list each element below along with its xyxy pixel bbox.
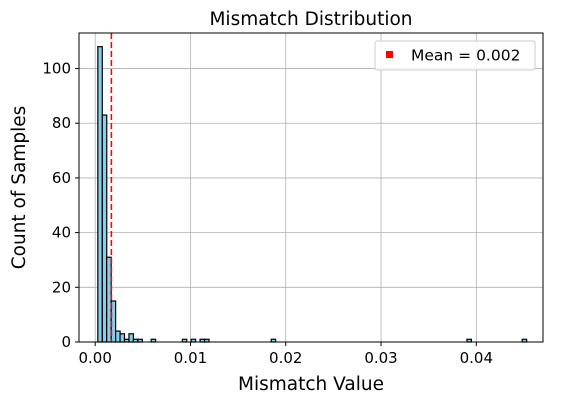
y-tick-label: 20 — [52, 278, 71, 296]
legend-box — [374, 40, 536, 71]
y-tick-label: 80 — [52, 114, 71, 132]
grid — [79, 33, 543, 343]
legend: Mean = 0.002 — [374, 40, 536, 71]
x-tick-label: 0.04 — [460, 349, 493, 367]
x-tick-label: 0.00 — [78, 349, 111, 367]
histogram-bar — [101, 114, 108, 343]
x-axis-ticks: 0.00 0.01 0.02 0.03 0.04 — [78, 342, 493, 367]
y-tick-label: 40 — [52, 224, 71, 242]
plot-frame — [78, 32, 544, 343]
y-tick-label: 100 — [42, 60, 71, 78]
y-tick-label: 0 — [61, 333, 71, 351]
histogram-bar — [128, 333, 135, 343]
y-tick-label: 60 — [52, 169, 71, 187]
x-tick-label: 0.03 — [364, 349, 397, 367]
histogram-bar — [115, 330, 121, 343]
histogram-bar — [119, 333, 126, 343]
chart-title: Mismatch Distribution — [209, 9, 412, 30]
x-tick-label: 0.01 — [174, 349, 207, 367]
legend-label: Mean = 0.002 — [411, 47, 520, 65]
x-axis-title: Mismatch Value — [238, 374, 384, 395]
y-axis-title: Count of Samples — [9, 106, 30, 270]
histogram-bar — [97, 46, 103, 343]
histogram-bar — [106, 256, 112, 343]
histogram-bars — [97, 46, 528, 343]
legend-marker — [386, 51, 393, 58]
x-tick-label: 0.02 — [269, 349, 302, 367]
y-axis-ticks: 0 20 40 60 80 100 — [42, 60, 79, 351]
